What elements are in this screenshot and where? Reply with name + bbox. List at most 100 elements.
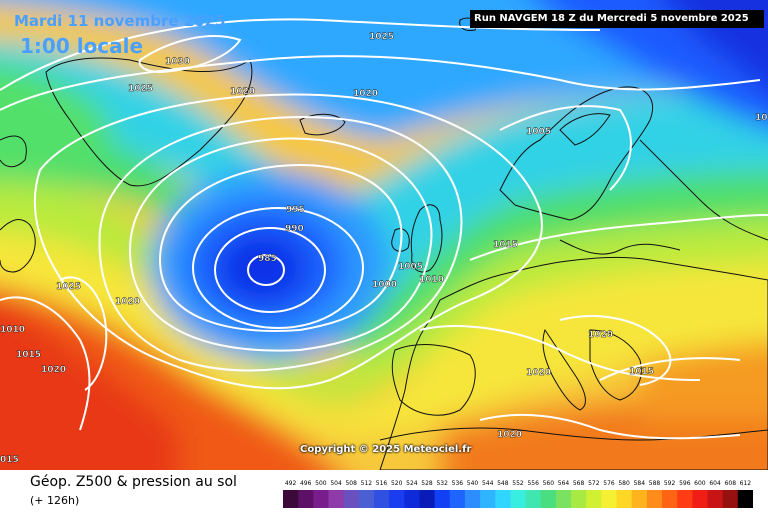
colorbar-swatch (722, 490, 739, 508)
colorbar-tick-label: 508 (345, 480, 357, 487)
forecast-time: 1:00 locale (20, 34, 144, 58)
colorbar-swatch (586, 490, 602, 508)
colorbar-swatch (601, 490, 618, 508)
colorbar-swatch (646, 490, 663, 508)
colorbar-swatch (571, 490, 587, 508)
colorbar-swatch (464, 490, 481, 508)
colorbar-swatch (495, 490, 511, 508)
colorbar-tick-label: 572 (588, 480, 600, 487)
legend-forecast-hour: (+ 126h) (30, 494, 80, 507)
colorbar-swatch (283, 490, 299, 508)
colorbar-tick-label: 548 (497, 480, 509, 487)
colorbar-tick-label: 600 (694, 480, 706, 487)
colorbar-tick-label: 500 (315, 480, 327, 487)
colorbar-tick-label: 564 (558, 480, 570, 487)
colorbar-tick-label: 596 (679, 480, 691, 487)
isobar-label: 1020 (41, 365, 66, 375)
colorbar-tick-label: 592 (664, 480, 676, 487)
colorbar-swatch (374, 490, 390, 508)
isobar-label: 1020 (526, 368, 551, 378)
isobar-label: 1025 (56, 282, 81, 292)
legend-footer: Géop. Z500 & pression au sol (+ 126h) 49… (0, 470, 768, 512)
colorbar-swatch (540, 490, 557, 508)
isobar-label: 015 (0, 455, 19, 465)
forecast-date: Mardi 11 novembre 2025 (14, 12, 226, 30)
colorbar-tick-label: 540 (467, 480, 479, 487)
colorbar-tick-label: 492 (285, 480, 297, 487)
copyright-notice: Copyright © 2025 Meteociel.fr (300, 444, 472, 455)
colorbar-tick-label: 504 (330, 480, 342, 487)
isobar-label: 1010 (419, 275, 444, 285)
isobar-label: 10 (755, 113, 768, 123)
colorbar-tick-label: 512 (361, 480, 373, 487)
colorbar-tick-label: 580 (618, 480, 630, 487)
isobar-label: 1015 (16, 350, 41, 360)
colorbar-swatch (707, 490, 724, 508)
colorbar-swatch (389, 490, 405, 508)
isobar-layer (0, 18, 768, 440)
isobar-label: 995 (286, 205, 305, 215)
isobar-label: 1025 (369, 32, 394, 42)
legend-title: Géop. Z500 & pression au sol (30, 474, 237, 490)
isobar-label: 1005 (526, 127, 551, 137)
isobar-label: 985 (258, 254, 277, 264)
isobar-label: 1020 (353, 89, 378, 99)
colorbar-tick-label: 528 (421, 480, 433, 487)
colorbar-swatch (510, 490, 527, 508)
model-run-banner: Run NAVGEM 18 Z du Mercredi 5 novembre 2… (470, 10, 764, 28)
colorbar-tick-label: 520 (391, 480, 403, 487)
geopotential-color-field (0, 0, 768, 470)
colorbar-swatch (434, 490, 451, 508)
isobar-label: 1020 (230, 87, 255, 97)
colorbar-swatch (631, 490, 648, 508)
colorbar-swatch (737, 490, 753, 508)
colorbar-swatch (419, 490, 436, 508)
colorbar-tick-label: 544 (482, 480, 494, 487)
colorbar-tick-label: 604 (709, 480, 721, 487)
colorbar-tick-label: 496 (300, 480, 312, 487)
colorbar-tick-label: 524 (406, 480, 418, 487)
colorbar-tick-label: 552 (512, 480, 524, 487)
isobar-label: 1025 (128, 84, 153, 94)
isobar-label: 1005 (398, 262, 423, 272)
isobar-label: 1015 (629, 367, 654, 377)
colorbar-swatch (662, 490, 678, 508)
colorbar-tick-label: 556 (527, 480, 539, 487)
colorbar-swatch (358, 490, 375, 508)
isobar-label: 1020 (115, 297, 140, 307)
isobar-label: 1015 (493, 240, 518, 250)
colorbar-swatch (313, 490, 329, 508)
colorbar-swatch (298, 490, 314, 508)
isobar-label: 1010 (0, 325, 25, 335)
colorbar-tick-label: 584 (634, 480, 646, 487)
colorbar-swatch (525, 490, 542, 508)
colorbar-tick-label: 560 (543, 480, 555, 487)
colorbar-swatch (404, 490, 420, 508)
colorbar-swatch (449, 490, 466, 508)
colorbar-tick-label: 536 (452, 480, 464, 487)
z500-pressure-map: 1025 1030 1025 1020 1020 1005 995 990 98… (0, 0, 768, 470)
isobar-label: 1000 (372, 280, 397, 290)
colorbar-swatch (677, 490, 693, 508)
colorbar-swatch (343, 490, 360, 508)
isobar-label: 1020 (588, 330, 613, 340)
colorbar-swatch (480, 490, 496, 508)
isobar-label: 1030 (165, 57, 190, 67)
colorbar-tick-label: 532 (436, 480, 448, 487)
colorbar-swatch (328, 490, 345, 508)
colorbar-tick-label: 576 (603, 480, 615, 487)
colorbar-swatch (692, 490, 709, 508)
z500-colorbar: 492 496 500 504 508 512 516 520 524 528 532 536 540 5… (283, 480, 753, 508)
colorbar-tick-label: 568 (573, 480, 585, 487)
isobar-label: 1020 (497, 430, 522, 440)
colorbar-tick-label: 608 (725, 480, 737, 487)
coastline-layer (0, 17, 768, 470)
colorbar-tick-label: 588 (649, 480, 661, 487)
colorbar-tick-label: 612 (740, 480, 752, 487)
colorbar-tick-label: 516 (376, 480, 388, 487)
colorbar-swatch (616, 490, 633, 508)
colorbar-swatch (555, 490, 572, 508)
isobar-label: 990 (285, 224, 304, 234)
isobar-labels: 1025 1030 1025 1020 1020 1005 995 990 98… (0, 32, 768, 465)
